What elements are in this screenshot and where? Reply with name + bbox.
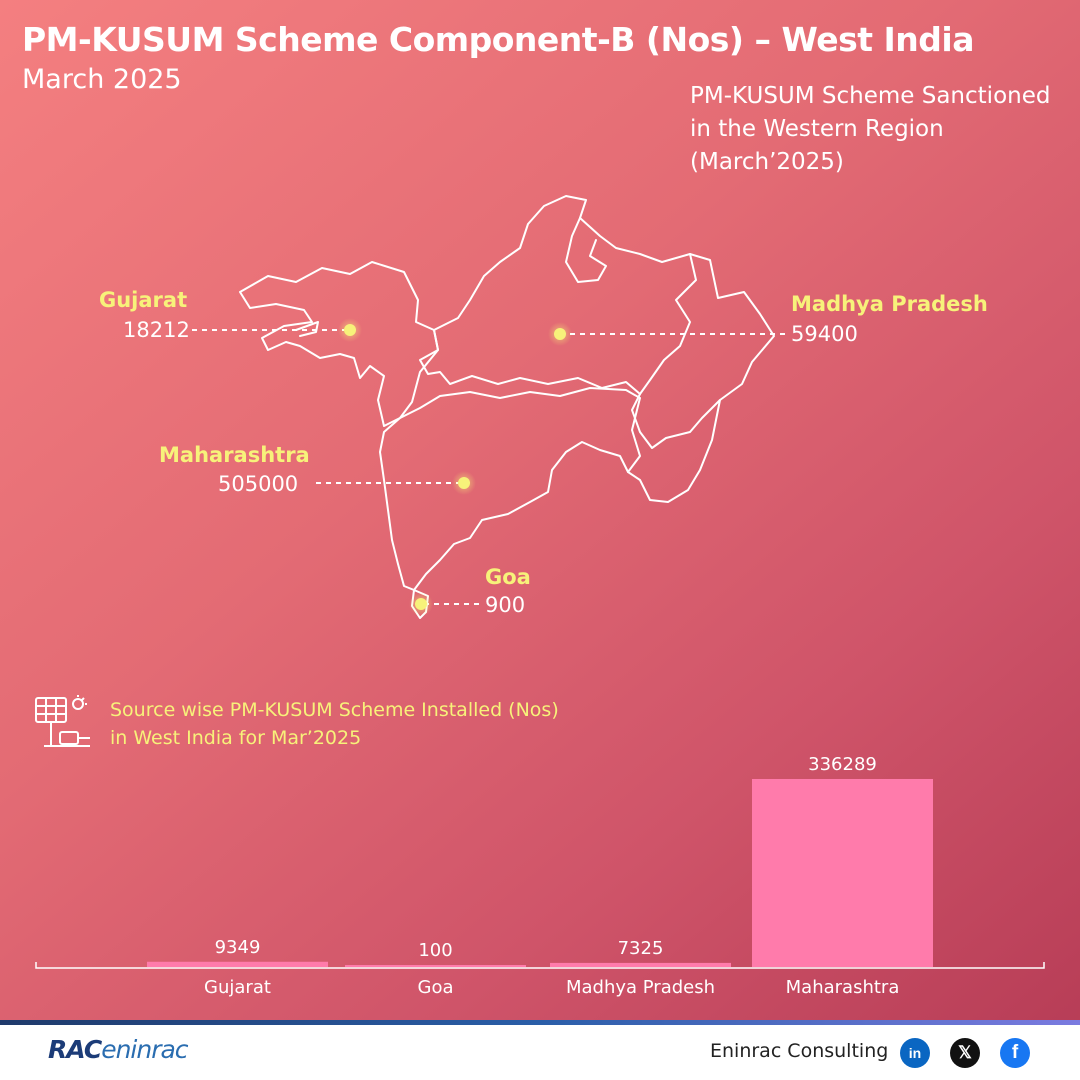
installed-bar-chart: 9349 Gujarat 100 Goa 7325 Madhya Pradesh 33628… xyxy=(35,754,1045,998)
goa-value: 900 xyxy=(485,593,526,617)
madhya-pradesh-dot xyxy=(554,328,566,340)
page-title: PM-KUSUM Scheme Component-B (Nos) – West… xyxy=(22,20,974,59)
bar-goa xyxy=(345,965,526,967)
x-axis-line xyxy=(35,962,1045,969)
logo-sub-text: eninrac xyxy=(101,1035,188,1064)
gujarat-value: 18212 xyxy=(123,318,190,342)
bar-maharashtra xyxy=(752,779,933,967)
footer-divider xyxy=(0,1020,1080,1025)
map-caption-line-1: PM-KUSUM Scheme Sanctioned xyxy=(690,83,1051,109)
map-caption-line-3: (March’2025) xyxy=(690,149,844,175)
company-name: Eninrac Consulting xyxy=(710,1040,889,1062)
east-border-outline xyxy=(627,399,721,503)
maharashtra-value: 505000 xyxy=(218,472,299,496)
brand-logo: RACeninrac xyxy=(48,1035,189,1064)
x-icon[interactable]: 𝕏 xyxy=(950,1038,980,1068)
gujarat-kutch-gulf xyxy=(295,321,319,337)
bar-value-label: 100 xyxy=(418,940,452,961)
x-tick-label: Goa xyxy=(418,977,454,998)
x-tick-label: Madhya Pradesh xyxy=(566,977,715,998)
map-caption-line-2: in the Western Region xyxy=(690,116,944,142)
gujarat-dot xyxy=(344,324,356,336)
bar-value-label: 9349 xyxy=(215,937,261,958)
bar-madhya-pradesh xyxy=(550,962,731,967)
footer: RACeninrac Eninrac Consulting in 𝕏 f xyxy=(0,1025,1080,1080)
madhya-pradesh-outline xyxy=(419,195,775,449)
maharashtra-outline xyxy=(379,387,641,591)
maharashtra-name: Maharashtra xyxy=(159,443,310,467)
bar-chart-caption: Source wise PM-KUSUM Scheme Installed (N… xyxy=(110,696,559,752)
bar-caption-line-1: Source wise PM-KUSUM Scheme Installed (N… xyxy=(110,699,559,721)
x-tick-label: Maharashtra xyxy=(786,977,900,998)
madhya-pradesh-name: Madhya Pradesh xyxy=(791,292,988,316)
madhya-pradesh-value: 59400 xyxy=(791,322,858,346)
map-caption: PM-KUSUM Scheme Sanctioned in the Wester… xyxy=(690,80,1070,179)
linkedin-icon[interactable]: in xyxy=(900,1038,930,1068)
page-subtitle: March 2025 xyxy=(22,64,182,95)
facebook-icon[interactable]: f xyxy=(1000,1038,1030,1068)
madhya-pradesh-notch xyxy=(565,217,607,283)
west-india-map xyxy=(239,195,775,616)
bar-caption-line-2: in West India for Mar’2025 xyxy=(110,727,362,749)
bar-value-label: 7325 xyxy=(618,938,664,959)
gujarat-name: Gujarat xyxy=(99,288,188,312)
logo-main-text: RAC xyxy=(48,1035,102,1064)
bar-value-label: 336289 xyxy=(808,754,877,775)
solar-pump-icon xyxy=(35,695,90,747)
gujarat-outline xyxy=(239,261,439,427)
maharashtra-dot xyxy=(458,477,470,489)
x-tick-label: Gujarat xyxy=(204,977,271,998)
goa-name: Goa xyxy=(485,565,531,589)
goa-dot xyxy=(415,598,427,610)
bar-gujarat xyxy=(147,961,328,967)
